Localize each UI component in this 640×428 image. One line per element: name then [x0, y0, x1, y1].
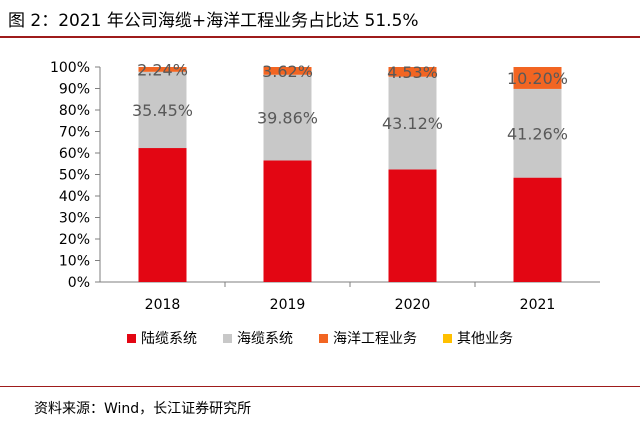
data-label: 10.20% — [507, 69, 568, 88]
bar-segment — [138, 148, 187, 282]
legend-swatch — [319, 334, 328, 343]
data-label: 41.26% — [507, 124, 568, 143]
figure-title: 图 2：2021 年公司海缆+海洋工程业务占比达 51.5% — [8, 11, 419, 31]
bar-segment — [513, 177, 562, 282]
legend-swatch — [443, 334, 452, 343]
bar-segment — [263, 67, 312, 75]
source-divider — [0, 386, 640, 387]
legend-label: 海洋工程业务 — [333, 331, 417, 347]
y-tick-label: 50% — [59, 168, 90, 184]
y-tick-label: 10% — [59, 254, 90, 270]
data-label: 43.12% — [382, 114, 443, 133]
legend-label: 海缆系统 — [237, 331, 293, 347]
y-tick-label: 60% — [59, 146, 90, 162]
bar-segment — [263, 160, 312, 282]
y-tick-label: 20% — [59, 232, 90, 248]
data-label: 39.86% — [257, 109, 318, 128]
legend-label: 陆缆系统 — [141, 331, 197, 347]
bar-segment — [263, 74, 312, 161]
x-tick-label: 2019 — [270, 297, 306, 313]
source-note: 资料来源：Wind，长江证券研究所 — [34, 401, 252, 417]
bar-segment — [388, 169, 437, 282]
data-label: 3.62% — [262, 62, 313, 81]
bar-segment — [388, 67, 437, 77]
x-tick-label: 2021 — [520, 297, 556, 313]
x-tick-label: 2018 — [145, 297, 181, 313]
y-tick-label: 80% — [59, 103, 90, 119]
y-tick-label: 90% — [59, 82, 90, 98]
data-label: 4.53% — [387, 63, 438, 82]
bar-segment — [138, 71, 187, 149]
legend-swatch — [127, 334, 136, 343]
bar-segment — [513, 88, 562, 178]
y-tick-label: 40% — [59, 189, 90, 205]
data-label: 35.45% — [132, 101, 193, 120]
bar-segment — [388, 76, 437, 170]
y-tick-label: 0% — [68, 275, 90, 291]
title-divider — [0, 36, 640, 38]
y-tick-label: 70% — [59, 125, 90, 141]
x-tick-label: 2020 — [395, 297, 431, 313]
data-label: 2.24% — [137, 60, 188, 79]
y-tick-label: 30% — [59, 211, 90, 227]
stacked-bar-chart: 0% 10% 20% 30% 40% 50% 60% 70% 80% 90% 100% 2018 201… — [50, 60, 600, 347]
bar-segment — [513, 67, 562, 89]
bar-segment — [138, 67, 187, 72]
legend-label: 其他业务 — [457, 331, 513, 347]
y-tick-label: 100% — [50, 60, 90, 76]
legend-swatch — [223, 334, 232, 343]
